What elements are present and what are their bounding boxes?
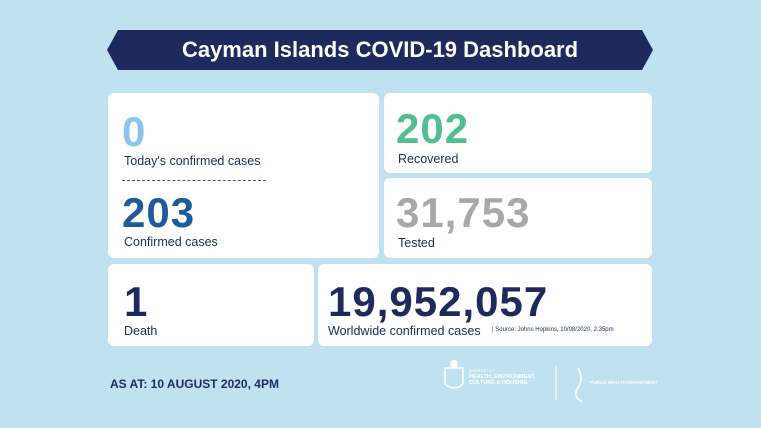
confirmed-value: 203 [122, 189, 196, 236]
ministry-line2: HEALTH, ENVIRONMENT, CULTURE & HOUSING [469, 374, 536, 386]
death-label: Death [124, 324, 158, 338]
card-tested: 31,753 Tested [384, 178, 652, 258]
death-value: 1 [124, 278, 149, 325]
title-banner [107, 30, 653, 70]
today-label: Today's confirmed cases [124, 154, 261, 168]
worldwide-value: 19,952,057 [328, 278, 549, 325]
card-worldwide: 19,952,057 Worldwide confirmed cases | S… [318, 264, 652, 346]
title: Cayman Islands COVID-19 Dashboard [181, 37, 579, 62]
tested-value: 31,753 [396, 189, 531, 236]
today-value: 0 [122, 108, 147, 155]
phd-logo [575, 367, 583, 403]
worldwide-label: Worldwide confirmed cases [328, 324, 481, 338]
divider [122, 180, 266, 181]
card-confirmed: 0 Today's confirmed cases 203 Confirmed … [108, 93, 379, 258]
ministry-line1: MINISTRY OF [469, 368, 495, 373]
card-recovered: 202 Recovered [384, 93, 652, 173]
ministry-logo [444, 360, 464, 389]
as-at: AS AT: 10 AUGUST 2020, 4PM [110, 377, 279, 391]
tested-label: Tested [398, 236, 435, 250]
card-death: 1 Death [108, 264, 314, 346]
recovered-label: Recovered [398, 152, 459, 166]
source-note: | Source: Johns Hopkins, 10/08/2020, 2:3… [492, 327, 614, 333]
phd-name: PUBLIC HEALTH DEPARTMENT [590, 380, 659, 385]
confirmed-label: Confirmed cases [124, 235, 218, 249]
recovered-value: 202 [396, 105, 470, 152]
